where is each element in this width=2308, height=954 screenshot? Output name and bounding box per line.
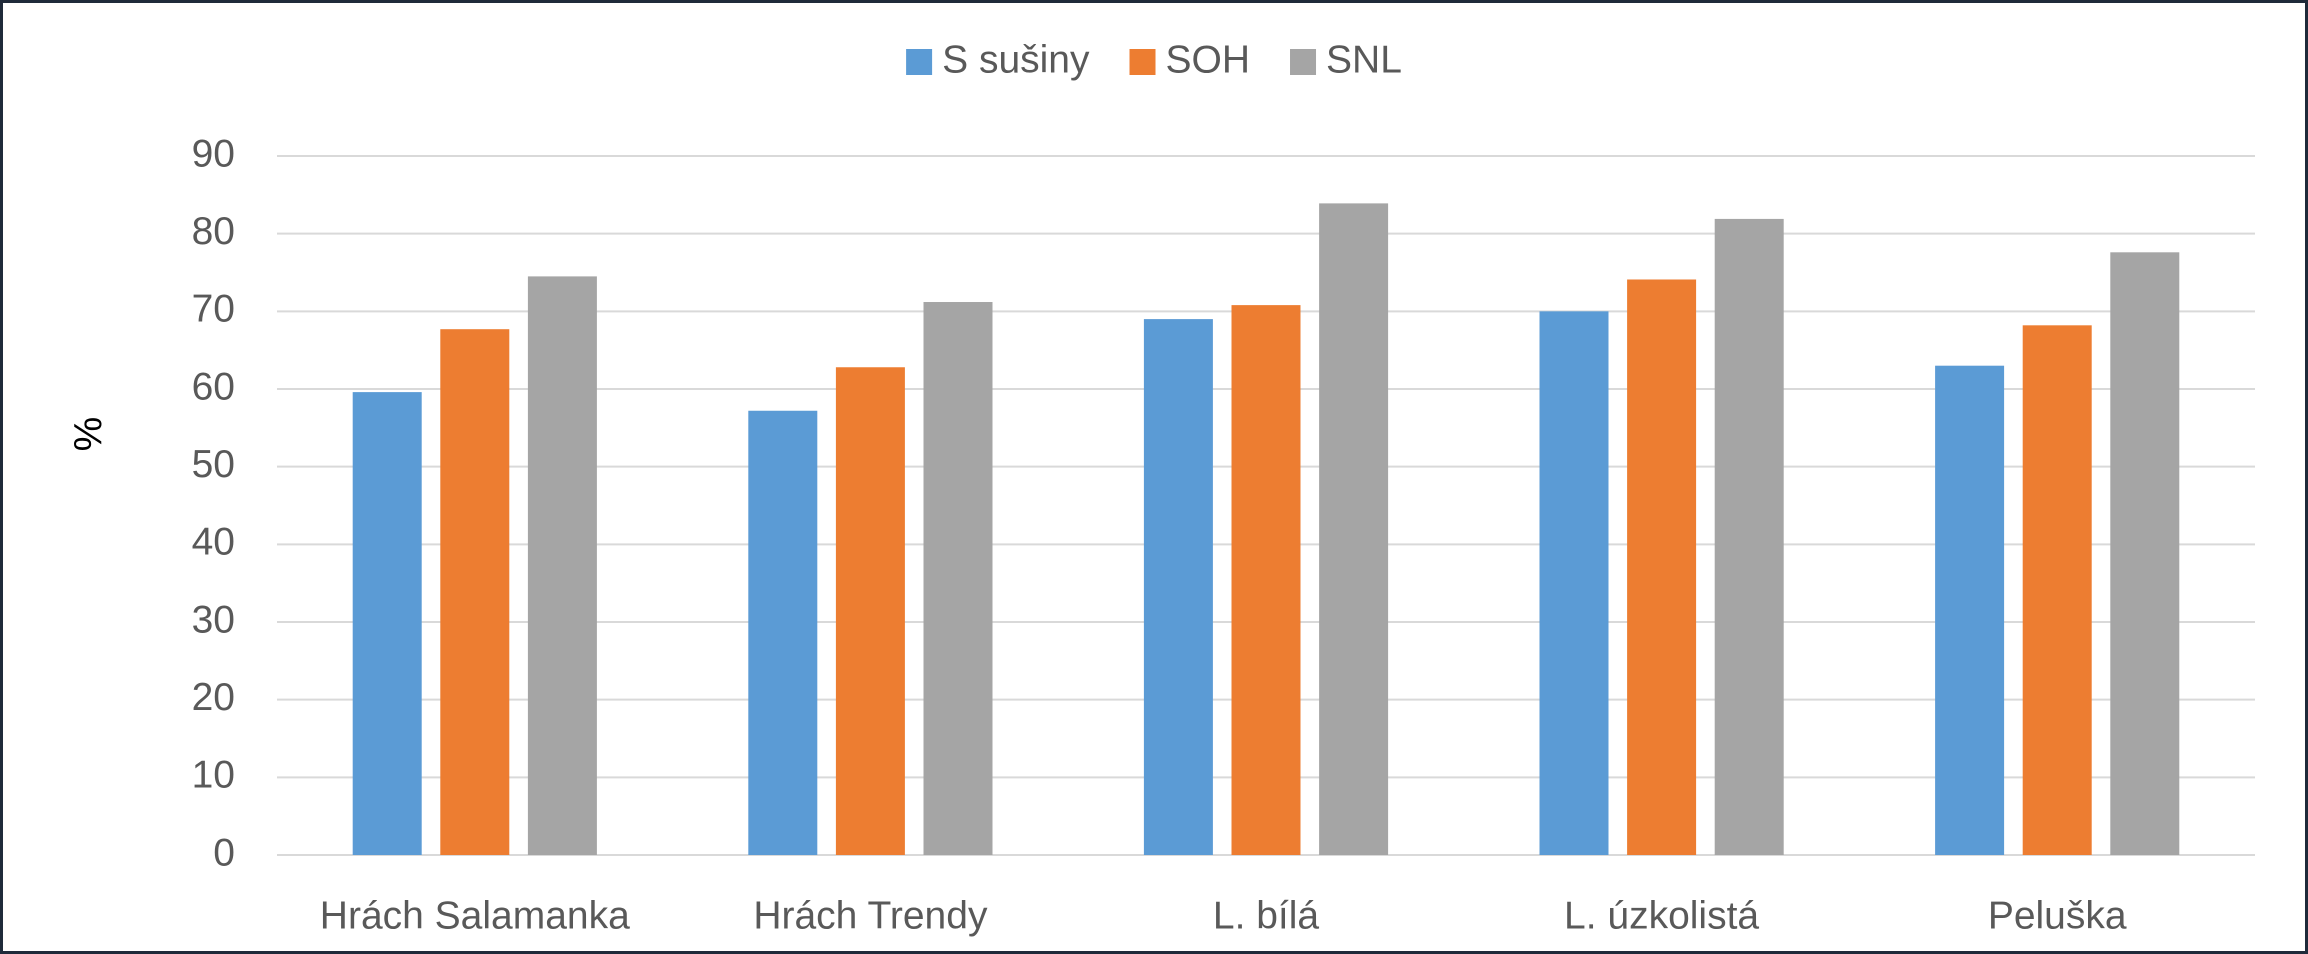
x-tick-label: L. úzkolistá [1564,894,1759,937]
y-tick-label: 50 [192,443,235,486]
y-tick-label: 40 [192,521,235,564]
legend-label: SNL [1326,38,1402,81]
x-tick-label: Hrách Salamanka [320,894,630,937]
bar [835,367,905,855]
y-tick-label: 60 [192,365,235,408]
bar [1319,203,1389,856]
bar [748,410,818,855]
bar [440,329,510,855]
y-tick-label: 20 [192,676,235,719]
bar [352,392,422,855]
y-axis-label: % [67,417,110,452]
bar [1714,218,1784,855]
y-tick-label: 30 [192,598,235,641]
bar [1143,319,1213,856]
legend-swatch [906,49,933,75]
legend-label: S sušiny [942,38,1090,81]
y-tick-label: 0 [213,831,235,874]
x-tick-label: Peluška [1988,894,2127,937]
bar [527,276,597,856]
x-tick-label: L. bílá [1213,894,1320,937]
x-tick-label: Hrách Trendy [753,894,988,937]
legend-swatch [1290,49,1317,75]
y-tick-label: 90 [192,132,235,175]
legend-swatch [1129,49,1156,75]
legend-label: SOH [1166,38,1251,81]
y-tick-label: 10 [192,754,235,797]
y-tick-label: 80 [192,210,235,253]
bar [923,302,993,856]
bar [1627,279,1697,855]
bar [1231,305,1301,855]
y-tick-label: 70 [192,288,235,331]
bar [1539,311,1609,855]
bar [2110,252,2180,856]
bar [2022,325,2092,855]
bar [1935,365,2005,855]
